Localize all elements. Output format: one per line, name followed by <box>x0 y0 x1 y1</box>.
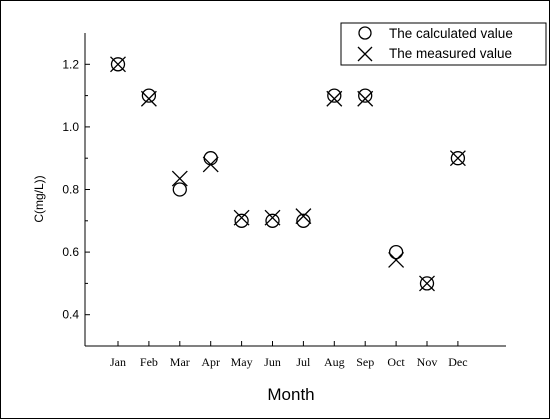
x-tick-label: Mar <box>170 355 190 369</box>
legend-box <box>340 22 547 66</box>
calculated-point <box>388 244 404 260</box>
y-tick-label: 1.2 <box>62 57 79 71</box>
measured-point <box>233 209 250 226</box>
calculated-point <box>172 182 187 197</box>
x-tick-label: Dec <box>448 355 467 369</box>
legend-label-measured: The measured value <box>389 46 512 61</box>
x-tick-label: Aug <box>324 355 345 369</box>
x-tick-label: Sep <box>356 355 374 369</box>
y-tick-label: 1.0 <box>62 120 79 134</box>
x-tick-label: Feb <box>140 355 158 369</box>
legend-cross-marker <box>357 46 373 62</box>
y-tick-label: 0.6 <box>62 245 79 259</box>
calculated-point <box>141 88 157 103</box>
data-marks <box>110 56 466 292</box>
legend-circle-marker <box>358 26 372 40</box>
axes <box>84 33 506 347</box>
measured-point <box>326 90 343 107</box>
y-tick-label: 0.8 <box>62 183 79 197</box>
x-tick-label: Jun <box>264 355 281 369</box>
calculated-point <box>296 213 311 228</box>
calculated-point <box>203 151 218 166</box>
measured-point <box>202 156 219 173</box>
calculated-point <box>110 57 126 72</box>
x-tick-label: Oct <box>387 355 405 369</box>
x-tick-label: Jan <box>110 355 126 369</box>
measured-point <box>419 275 435 292</box>
measured-point <box>295 208 312 225</box>
calculated-point <box>234 213 249 228</box>
measured-point <box>264 209 281 226</box>
measured-point <box>140 90 157 107</box>
calculated-point <box>358 88 373 103</box>
calculated-point <box>450 151 466 166</box>
x-axis-title: Month <box>267 385 314 404</box>
y-tick-label: 0.4 <box>62 308 79 322</box>
legend-label-calculated: The calculated value <box>389 26 513 41</box>
calculated-point <box>265 213 280 228</box>
x-tick-label: May <box>231 355 253 369</box>
x-ticks: Jan Feb Mar Apr May Jun Jul Aug Sep Oct Nov Dec <box>110 341 468 369</box>
x-tick-label: Nov <box>417 355 438 369</box>
measured-point <box>449 150 466 167</box>
calculated-point <box>419 276 435 291</box>
measured-point <box>171 170 188 187</box>
x-tick-label: Jul <box>296 355 311 369</box>
x-tick-label: Apr <box>201 355 220 369</box>
measured-point <box>357 90 374 107</box>
y-ticks: 0.4 0.6 0.8 1.0 1.2 <box>62 57 90 322</box>
measured-point <box>110 56 126 73</box>
calculated-point <box>327 88 342 103</box>
measured-point <box>388 251 405 268</box>
legend: The calculated value The measured value <box>340 22 547 66</box>
y-axis-title: C(mg/L)) <box>32 175 46 222</box>
